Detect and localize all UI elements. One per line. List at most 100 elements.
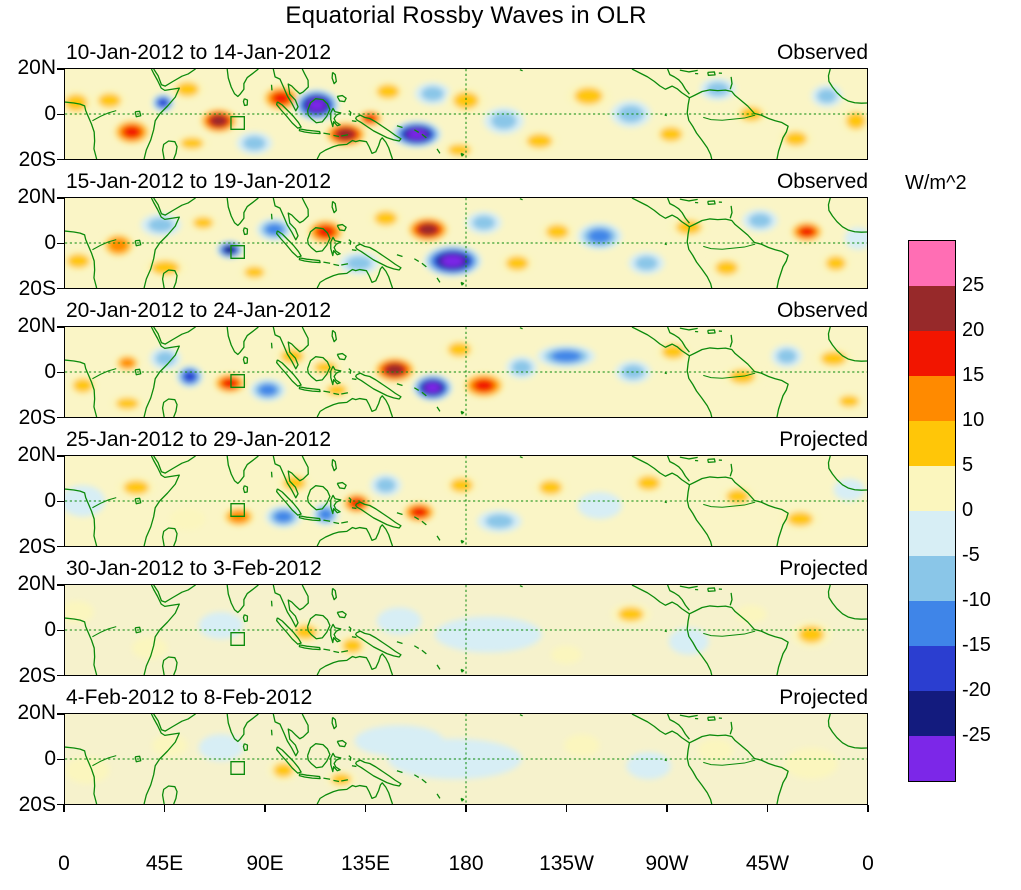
panel-mode-label: Observed <box>776 41 868 64</box>
lat-tick-label: 0 <box>44 489 56 512</box>
anomaly-blob <box>307 98 326 112</box>
x-axis-tick <box>867 805 869 812</box>
colorbar-segment <box>909 691 955 736</box>
anomaly-blob <box>376 607 422 635</box>
lat-tick-label: 20N <box>17 314 56 337</box>
panel-date-label: 4-Feb-2012 to 8-Feb-2012 <box>66 686 313 709</box>
anomaly-blob <box>326 384 347 396</box>
x-axis-tick <box>264 805 266 812</box>
anomaly-blob <box>776 349 797 364</box>
coastlines <box>65 456 867 546</box>
anomaly-blob <box>242 136 266 151</box>
anomaly-blob <box>122 125 142 139</box>
anomaly-field <box>65 78 867 159</box>
lat-tick-label: 20S <box>18 664 56 687</box>
y-axis-tick <box>57 197 64 199</box>
anomaly-blob <box>637 475 661 491</box>
anomaly-field <box>67 338 865 413</box>
anomaly-blob <box>626 752 671 780</box>
lat-tick-label: 20N <box>17 701 56 724</box>
colorbar-tick-label: 15 <box>962 364 985 386</box>
colorbar-segment <box>909 511 955 556</box>
y-axis-tick <box>57 758 64 760</box>
anomaly-blob <box>221 378 239 389</box>
panel-mode-label: Projected <box>779 686 868 709</box>
colorbar-segment <box>909 466 955 511</box>
colorbar-tick-label: 10 <box>962 409 985 431</box>
anomaly-blob <box>72 378 93 393</box>
coastlines <box>65 69 867 159</box>
lon-tick-label: 0 <box>862 852 874 875</box>
anomaly-blob <box>411 507 428 518</box>
region-marker-box <box>231 117 244 130</box>
anomaly-blob <box>210 115 228 127</box>
colorbar-segment <box>909 331 955 376</box>
panel-mode-label: Observed <box>776 299 868 322</box>
x-axis-tick <box>565 805 568 812</box>
panel-date-label: 30-Jan-2012 to 3-Feb-2012 <box>66 557 322 580</box>
anomaly-blob <box>735 605 767 624</box>
anomaly-blob <box>473 379 495 392</box>
anomaly-blob <box>271 92 291 105</box>
lat-tick-label: 20N <box>17 572 56 595</box>
anomaly-blob <box>787 511 813 527</box>
panel-date-label: 15-Jan-2012 to 19-Jan-2012 <box>66 170 332 193</box>
lon-tick-label: 0 <box>58 852 70 875</box>
anomaly-blob <box>274 510 293 523</box>
coastlines <box>65 585 867 675</box>
colorbar-segment <box>909 241 955 286</box>
anomaly-blob <box>816 88 837 104</box>
anomaly-blob <box>155 351 176 366</box>
anomaly-blob <box>447 144 471 156</box>
colorbar-segment <box>909 556 955 601</box>
anomaly-blob <box>588 229 612 244</box>
colorbar-segment <box>909 421 955 466</box>
anomaly-blob <box>123 480 150 495</box>
anomaly-blob <box>376 84 400 99</box>
anomaly-blob <box>453 91 479 110</box>
anomaly-blob <box>635 256 658 271</box>
anomaly-blob <box>472 215 496 230</box>
y-axis-tick <box>57 500 64 502</box>
coastlines <box>65 198 867 288</box>
anomaly-blob <box>505 256 529 271</box>
anomaly-blob <box>784 131 808 146</box>
anomaly-blob <box>798 625 825 644</box>
anomaly-blob <box>273 763 294 778</box>
map-panel <box>64 584 868 676</box>
anomaly-blob <box>491 112 517 130</box>
y-axis-tick <box>57 242 64 244</box>
anomaly-field <box>65 725 839 789</box>
anomaly-blob <box>820 351 847 366</box>
x-axis-tick <box>666 805 668 812</box>
anomaly-blob <box>539 480 563 495</box>
anomaly-blob <box>421 86 444 101</box>
anomaly-blob <box>697 738 734 762</box>
anomaly-blob <box>374 211 398 226</box>
anomaly-blob <box>180 137 204 150</box>
anomaly-blob <box>726 489 750 504</box>
map-panel <box>64 326 868 418</box>
coastlines <box>65 327 867 417</box>
anomaly-blob <box>748 213 772 228</box>
anomaly-blob <box>157 98 169 107</box>
anomaly-blob <box>318 508 333 521</box>
lat-tick-label: 20N <box>17 185 56 208</box>
region-marker-box <box>231 762 244 775</box>
anomaly-blob <box>169 507 206 531</box>
anomaly-blob <box>66 253 90 269</box>
lat-tick-label: 20S <box>18 148 56 171</box>
lon-tick-label: 135W <box>539 852 594 875</box>
anomaly-blob <box>798 226 816 237</box>
anomaly-blob <box>198 612 244 639</box>
anomaly-blob <box>258 384 277 396</box>
map-panel <box>64 713 868 805</box>
anomaly-blob <box>434 616 542 653</box>
anomaly-blob <box>618 105 644 123</box>
lon-tick-label: 45E <box>145 852 184 875</box>
region-marker-box <box>231 246 244 259</box>
colorbar-tick-label: 5 <box>962 454 974 476</box>
colorbar-tick-label: 20 <box>962 319 985 341</box>
anomaly-blob <box>784 747 839 780</box>
y-axis-tick <box>57 326 64 328</box>
